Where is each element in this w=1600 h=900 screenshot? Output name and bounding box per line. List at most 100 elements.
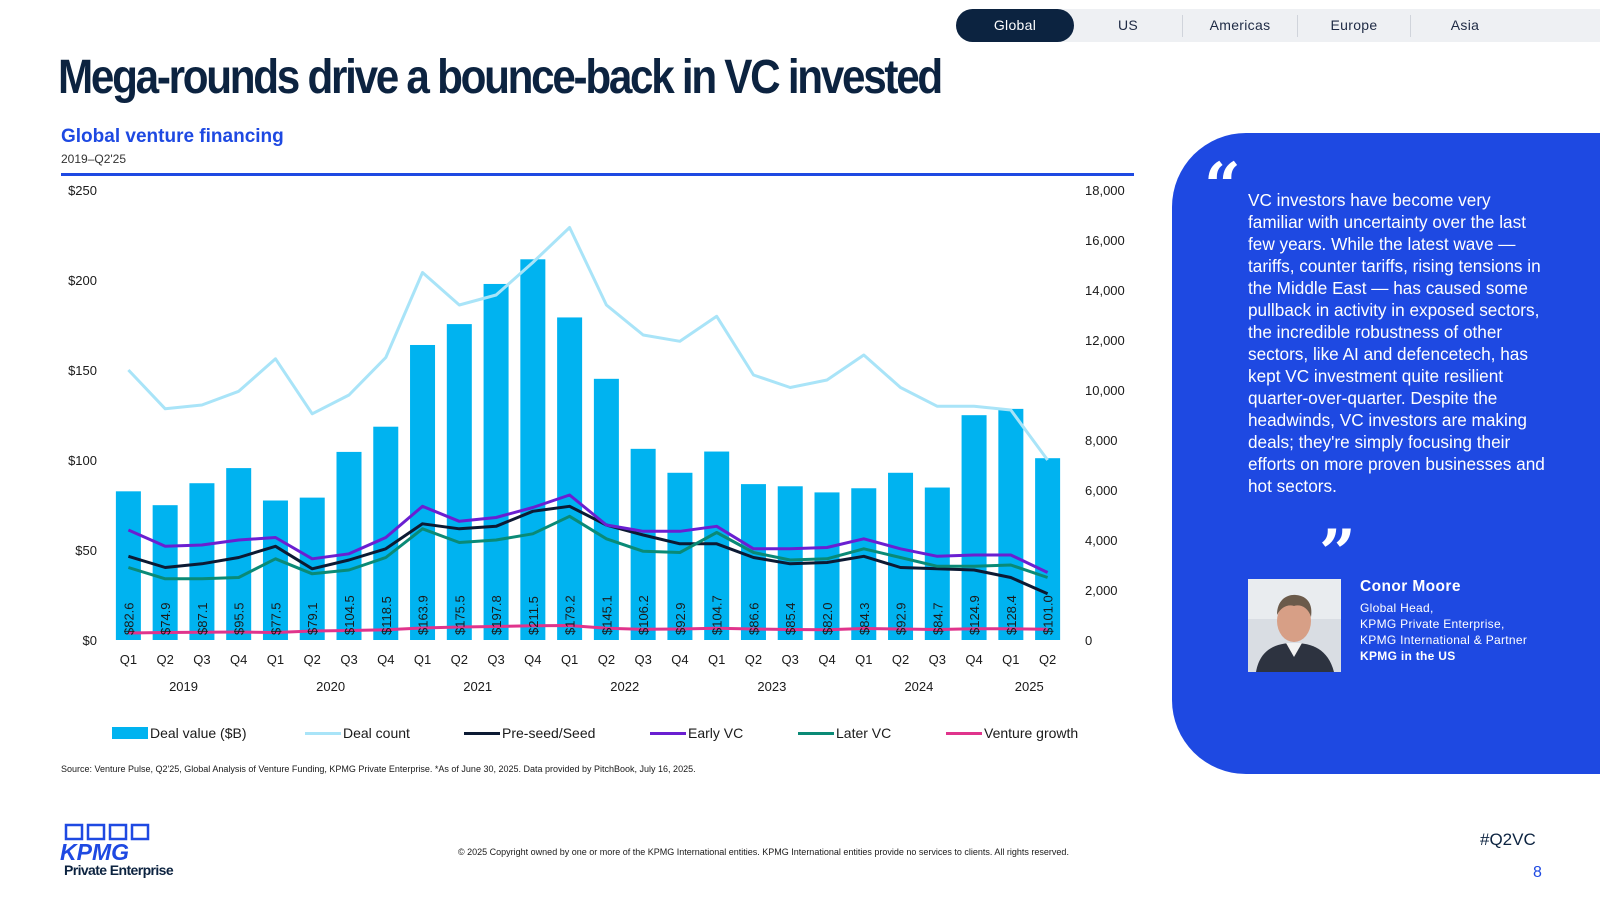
x-axis-quarter-label: Q1 [120, 652, 137, 667]
line-venture-growth [128, 624, 1048, 635]
bar-value-label: $77.5 [268, 602, 283, 635]
bar-value-label: $92.9 [673, 602, 688, 635]
person-role: KPMG in the US [1360, 649, 1456, 663]
bar-deal-value [1035, 458, 1061, 640]
close-quote-icon: ” [1319, 516, 1356, 591]
chart-title-rule [61, 173, 1134, 176]
x-axis-quarter-label: Q4 [818, 652, 835, 667]
legend-deal-value: Deal value ($B) [112, 725, 247, 741]
chart-legend: Deal value ($B) Deal count Pre-seed/Seed… [112, 725, 1092, 745]
bar-value-label: $101.0 [1041, 595, 1056, 635]
legend-label: Pre-seed/Seed [502, 725, 596, 741]
chart-subtitle: 2019–Q2'25 [61, 152, 127, 166]
left-axis-tick-label: $50 [75, 543, 97, 558]
line-later-vc [127, 514, 1049, 581]
x-axis-quarter-label: Q3 [634, 652, 651, 667]
bar-deal-value [557, 317, 583, 640]
tab-global[interactable]: Global [956, 9, 1074, 42]
bar-value-label: $86.6 [746, 602, 761, 635]
hashtag: #Q2VC [1480, 830, 1536, 849]
bar-value-label: $175.5 [452, 595, 467, 635]
person-photo-icon [1248, 579, 1341, 672]
right-axis-tick-label: 8,000 [1085, 433, 1118, 448]
x-axis-quarter-label: Q3 [193, 652, 210, 667]
bar-value-label: $84.7 [930, 602, 945, 635]
x-axis-year-label: 2024 [904, 679, 933, 694]
legend-label: Later VC [836, 725, 892, 741]
tab-asia[interactable]: Asia [1450, 17, 1480, 33]
bar-value-label: $92.9 [894, 602, 909, 635]
x-axis-quarter-label: Q3 [782, 652, 799, 667]
x-axis-year-label: 2019 [169, 679, 198, 694]
bar-deal-value [373, 426, 399, 640]
person-role: KPMG Private Enterprise, [1360, 617, 1505, 631]
x-axis-quarter-label: Q1 [267, 652, 284, 667]
bar-value-label: $104.5 [342, 595, 357, 635]
bar-deal-value [740, 484, 766, 640]
x-axis-quarter-label: Q3 [929, 652, 946, 667]
person-name: Conor Moore [1360, 578, 1461, 595]
bar-deal-value [593, 378, 619, 640]
left-axis-tick-label: $0 [83, 633, 97, 648]
x-axis-quarter-label: Q1 [855, 652, 872, 667]
bar-deal-value [336, 451, 362, 640]
right-axis-tick-label: 12,000 [1085, 333, 1125, 348]
right-axis-tick-label: 4,000 [1085, 533, 1118, 548]
legend-swatch-line [464, 731, 500, 735]
x-axis-quarter-label: Q3 [487, 652, 504, 667]
right-axis-tick-label: 0 [1085, 633, 1092, 648]
right-axis-tick-label: 2,000 [1085, 583, 1118, 598]
tab-europe[interactable]: Europe [1330, 17, 1378, 33]
bar-deal-value [851, 488, 877, 640]
kpmg-logo-icon: KPMG [60, 823, 150, 865]
logo-text: KPMG [60, 839, 129, 863]
bar-deal-value [630, 448, 656, 640]
tab-americas[interactable]: Americas [1209, 17, 1271, 33]
x-axis-quarter-label: Q2 [1039, 652, 1056, 667]
logo-subtitle: Private Enterprise [64, 862, 174, 878]
legend-label: Deal value ($B) [150, 725, 247, 741]
bar-deal-value [667, 472, 693, 640]
left-axis-tick-label: $150 [68, 363, 97, 378]
line-deal-count [127, 226, 1049, 461]
bar-deal-value [998, 408, 1024, 640]
chart-title: Global venture financing [61, 126, 284, 147]
x-axis-year-label: 2023 [757, 679, 786, 694]
legend-swatch-line [798, 731, 834, 735]
bar-value-label: $163.9 [416, 595, 431, 635]
x-axis-quarter-label: Q2 [598, 652, 615, 667]
x-axis-quarter-label: Q2 [451, 652, 468, 667]
right-axis-tick-label: 18,000 [1085, 183, 1125, 198]
person-role: KPMG International & Partner [1360, 633, 1528, 647]
legend-pre-seed: Pre-seed/Seed [464, 725, 595, 741]
x-axis-quarter-label: Q1 [414, 652, 431, 667]
line-early-vc [127, 493, 1049, 574]
tab-divider [1182, 14, 1183, 37]
x-axis-quarter-label: Q2 [156, 652, 173, 667]
left-axis-tick-label: $200 [68, 273, 97, 288]
bar-deal-value [115, 491, 141, 640]
bar-value-label: $104.7 [710, 595, 725, 635]
page-number: 8 [1533, 864, 1542, 881]
legend-label: Deal count [343, 725, 410, 741]
right-axis-tick-label: 14,000 [1085, 283, 1125, 298]
bar-deal-value [483, 283, 509, 640]
tab-us[interactable]: US [1117, 17, 1139, 33]
bar-deal-value [262, 500, 288, 640]
x-axis-year-label: 2021 [463, 679, 492, 694]
open-quote-icon: “ [1204, 149, 1241, 224]
x-axis-quarter-label: Q3 [340, 652, 357, 667]
source-note: Source: Venture Pulse, Q2'25, Global Ana… [61, 764, 696, 774]
x-axis-quarter-label: Q1 [561, 652, 578, 667]
legend-later-vc: Later VC [798, 725, 891, 741]
person-role: Global Head, [1360, 601, 1434, 615]
legend-label: Venture growth [984, 725, 1079, 741]
right-axis-tick-label: 6,000 [1085, 483, 1118, 498]
bar-value-label: $179.2 [563, 595, 578, 635]
bar-value-label: $106.2 [636, 595, 651, 635]
x-axis-quarter-label: Q4 [524, 652, 541, 667]
bar-value-label: $85.4 [783, 602, 798, 635]
x-axis-quarter-label: Q2 [304, 652, 321, 667]
quote-panel: “ VC investors have become very familiar… [1172, 133, 1600, 774]
bar-value-label: $95.5 [232, 602, 247, 635]
